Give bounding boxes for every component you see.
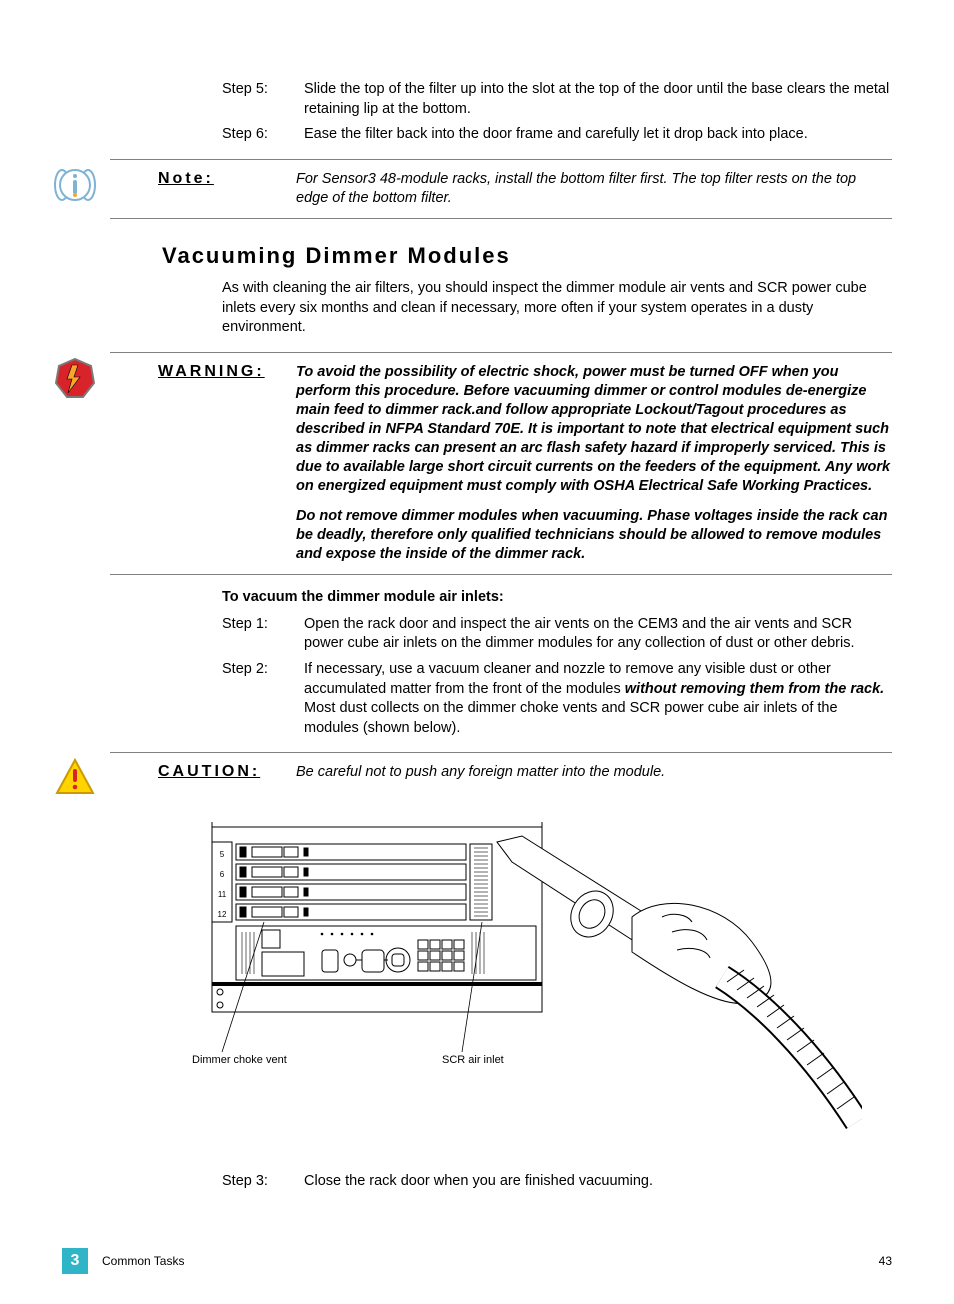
footer-left: 3 Common Tasks (62, 1248, 184, 1274)
step-text: Open the rack door and inspect the air v… (304, 615, 892, 654)
steps-after: Step 3: Close the rack door when you are… (62, 1172, 892, 1192)
svg-text:6: 6 (220, 870, 225, 879)
step-label: Step 3: (122, 1172, 304, 1192)
figure-label-right: SCR air inlet (442, 1054, 504, 1066)
section-heading: Vacuuming Dimmer Modules (162, 243, 892, 269)
procedure-heading: To vacuum the dimmer module air inlets: (62, 589, 892, 605)
warning-callout: WARNING: To avoid the possibility of ele… (110, 352, 892, 575)
warning-p1: To avoid the possibility of electric sho… (296, 363, 892, 497)
caution-body: Be careful not to push any foreign matte… (296, 763, 892, 782)
step-label: Step 6: (122, 125, 304, 145)
info-icon (54, 164, 96, 206)
warning-p2: Do not remove dimmer modules when vacuum… (296, 507, 892, 564)
warning-body: To avoid the possibility of electric sho… (296, 363, 892, 564)
step-text: Close the rack door when you are finishe… (304, 1172, 892, 1192)
step-label: Step 1: (122, 615, 304, 654)
caution-icon (54, 757, 96, 799)
step-text-bold: without removing them from the rack. (625, 681, 884, 697)
intro-paragraph: As with cleaning the air filters, you sh… (62, 279, 892, 338)
svg-text:11: 11 (218, 890, 227, 899)
svg-text:12: 12 (218, 910, 227, 919)
step-text: Slide the top of the filter up into the … (304, 80, 892, 119)
step-row: Step 1: Open the rack door and inspect t… (122, 615, 892, 654)
note-body: For Sensor3 48-module racks, install the… (296, 170, 892, 208)
dimmer-figure: 5 6 11 12 (162, 822, 862, 1142)
step-row: Step 6: Ease the filter back into the do… (122, 125, 892, 145)
page-footer: 3 Common Tasks 43 (0, 1228, 954, 1304)
step-text: If necessary, use a vacuum cleaner and n… (304, 660, 892, 738)
chapter-number-box: 3 (62, 1248, 88, 1274)
page-content: Step 5: Slide the top of the filter up i… (0, 0, 954, 1228)
svg-text:5: 5 (220, 850, 225, 859)
caution-callout: CAUTION: Be careful not to push any fore… (110, 752, 892, 792)
caution-label: CAUTION: (110, 763, 268, 782)
step-label: Step 2: (122, 660, 304, 738)
step-text-after: Most dust collects on the dimmer choke v… (304, 700, 838, 736)
warning-icon (54, 357, 96, 399)
page-number: 43 (879, 1254, 892, 1268)
step-text: Ease the filter back into the door frame… (304, 125, 892, 145)
footer-section: Common Tasks (102, 1254, 184, 1268)
warning-label: WARNING: (110, 363, 268, 564)
note-text: For Sensor3 48-module racks, install the… (296, 170, 892, 208)
figure-label-left: Dimmer choke vent (192, 1054, 287, 1066)
note-callout: Note: For Sensor3 48-module racks, insta… (110, 159, 892, 219)
step-label: Step 5: (122, 80, 304, 119)
step-row: Step 3: Close the rack door when you are… (122, 1172, 892, 1192)
caution-text: Be careful not to push any foreign matte… (296, 763, 892, 782)
step-row: Step 2: If necessary, use a vacuum clean… (122, 660, 892, 738)
steps-top: Step 5: Slide the top of the filter up i… (62, 80, 892, 145)
steps-mid: Step 1: Open the rack door and inspect t… (62, 615, 892, 738)
note-label: Note: (110, 170, 268, 208)
step-row: Step 5: Slide the top of the filter up i… (122, 80, 892, 119)
